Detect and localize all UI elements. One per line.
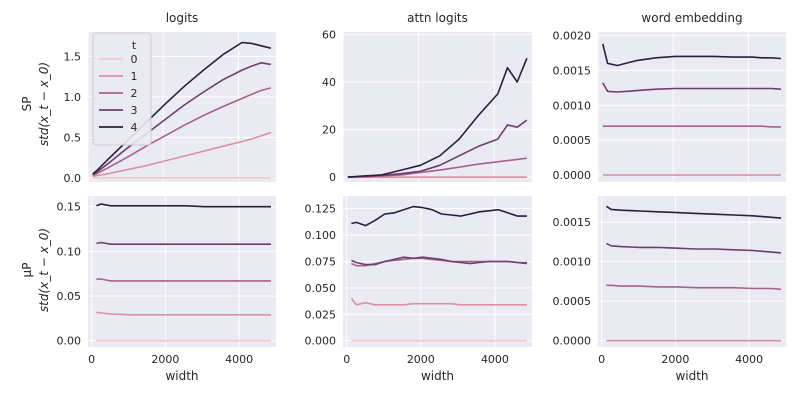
row-label-mup-metric: std(x_t − x_0) xyxy=(37,228,51,312)
y-tick-label: 0.0005 xyxy=(553,134,592,147)
row-label-sp-metric: std(x_t − x_0) xyxy=(37,62,51,146)
x-tick-label: 0 xyxy=(343,353,350,366)
legend-label-t1: 1 xyxy=(131,70,138,83)
series-line-t4 xyxy=(347,57,528,178)
series-line-t1 xyxy=(96,311,271,316)
y-tick-label: 0.0015 xyxy=(553,216,592,229)
series-line-t4 xyxy=(92,41,272,175)
y-tick-label: 0.10 xyxy=(57,245,82,258)
series-line-t2 xyxy=(96,278,271,282)
y-tick-label: 0.0005 xyxy=(553,295,592,308)
x-tick-label: 2000 xyxy=(407,353,435,366)
panel-sp-attn-logits: 0 20 40 60 attn logits xyxy=(322,11,532,184)
panel-mup-word-embedding: 0.0000 0.0005 0.0010 0.0015 0 2000 4000 width xyxy=(553,196,786,383)
panel-mup-attn-logits: 0.000 0.025 0.050 0.075 0.100 0.125 0 2000 4000 w… xyxy=(305,196,532,383)
y-tick-label: 0.0000 xyxy=(553,169,592,182)
series-line-t2 xyxy=(602,125,781,128)
y-tick-label: 0.0020 xyxy=(553,29,592,42)
x-tick-label: 4000 xyxy=(735,353,763,366)
row-label-mup: μP xyxy=(20,263,34,278)
y-tick-label: 40 xyxy=(322,76,336,89)
series-line-t4 xyxy=(351,205,527,227)
chart-title-logits: logits xyxy=(166,11,199,25)
legend-label-t2: 2 xyxy=(131,87,138,100)
y-tick-label: 0.000 xyxy=(305,335,337,348)
y-tick-label: 0.075 xyxy=(305,255,337,268)
legend-label-t3: 3 xyxy=(131,104,138,117)
y-tick-label: 0.025 xyxy=(305,308,337,321)
series-line-t4 xyxy=(605,205,782,219)
y-tick-label: 20 xyxy=(322,124,336,137)
x-tick-label: 2000 xyxy=(151,353,179,366)
x-tick-label: 0 xyxy=(598,353,605,366)
y-tick-label: 0.0 xyxy=(64,172,82,185)
series-line-t3 xyxy=(96,241,271,245)
x-axis-label: width xyxy=(675,369,708,383)
y-tick-label: 0.0010 xyxy=(553,99,592,112)
legend-box xyxy=(92,32,152,146)
y-tick-label: 0.0000 xyxy=(553,335,592,348)
x-tick-label: 0 xyxy=(88,353,95,366)
plot-area-word-embedding-mup xyxy=(598,196,786,347)
plot-area-attn-logits-mup xyxy=(343,196,532,347)
y-tick-label: 0.125 xyxy=(305,203,337,216)
y-tick-label: 0.050 xyxy=(305,282,337,295)
series-line-t2 xyxy=(606,284,782,291)
series-line-t4 xyxy=(96,203,271,208)
series-line-t3 xyxy=(602,82,781,93)
y-tick-label: 60 xyxy=(322,28,336,41)
y-tick-label: 1.5 xyxy=(64,50,82,63)
legend: t 0 1 2 3 4 xyxy=(92,32,152,146)
chart-title-attn-logits: attn logits xyxy=(407,11,468,25)
panel-sp-word-embedding: 0.0000 0.0005 0.0010 0.0015 0.0020 word embed… xyxy=(553,11,786,182)
row-label-sp: SP xyxy=(20,97,34,112)
legend-title: t xyxy=(132,39,137,52)
x-tick-label: 2000 xyxy=(661,353,689,366)
legend-label-t4: 4 xyxy=(131,121,138,134)
plot-area-logits-mup xyxy=(88,196,276,347)
x-tick-label: 4000 xyxy=(481,353,509,366)
series-line-t3 xyxy=(92,61,272,176)
x-axis-label: width xyxy=(165,369,198,383)
y-tick-label: 1.0 xyxy=(64,91,82,104)
legend-label-t0: 0 xyxy=(131,53,138,66)
y-tick-label: 0.15 xyxy=(57,201,82,214)
panel-mup-logits: 0.00 0.05 0.10 0.15 0 2000 4000 width xyxy=(57,196,276,383)
chart-title-word-embedding: word embedding xyxy=(641,11,742,25)
plot-area-word-embedding-sp xyxy=(598,32,786,182)
series-line-t3 xyxy=(606,242,782,254)
y-tick-label: 0.0015 xyxy=(553,64,592,77)
y-tick-label: 0.100 xyxy=(305,229,337,242)
y-tick-label: 0.00 xyxy=(57,335,82,348)
y-tick-label: 0.05 xyxy=(57,290,82,303)
series-line-t4 xyxy=(602,43,781,67)
series-line-t2 xyxy=(92,87,272,177)
y-tick-label: 0.5 xyxy=(64,131,82,144)
plot-area-attn-logits-sp xyxy=(343,32,532,182)
series-line-t3 xyxy=(351,256,528,266)
series-line-t1 xyxy=(92,131,272,178)
y-tick-label: 0.0010 xyxy=(553,256,592,269)
series-line-t1 xyxy=(350,297,527,306)
x-tick-label: 4000 xyxy=(225,353,253,366)
y-tick-label: 0 xyxy=(329,171,336,184)
x-axis-label: width xyxy=(421,369,454,383)
